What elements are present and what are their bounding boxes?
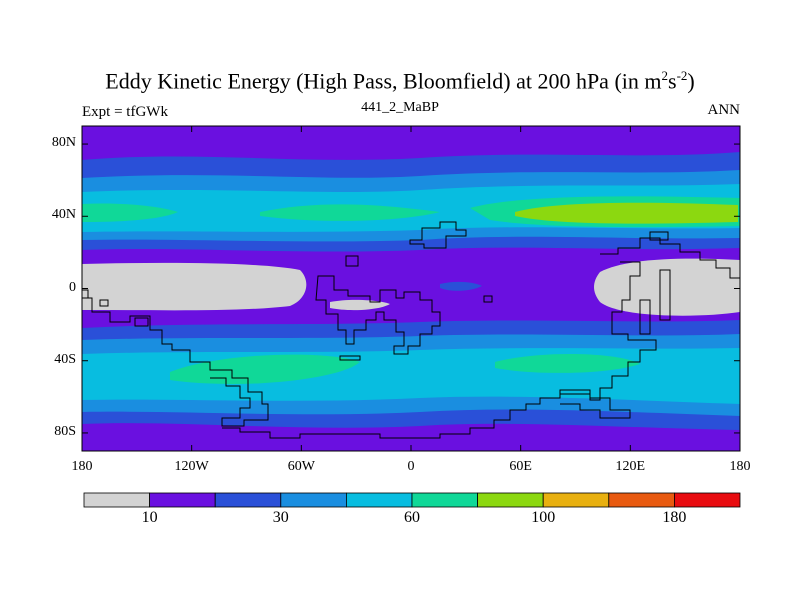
colorbar-swatch — [477, 492, 544, 508]
experiment-label: Expt = tfGWk — [82, 104, 168, 120]
x-tick-label: 60W — [287, 459, 315, 474]
y-tick-label: 80N — [51, 135, 76, 151]
y-tick-label: 40S — [54, 351, 76, 367]
x-tick-label: 180 — [71, 459, 93, 474]
colorbar-label: 60 — [404, 509, 420, 526]
x-tick-label: 120E — [615, 459, 646, 474]
equatorial-low-west — [82, 262, 307, 311]
colorbar-swatch — [214, 492, 282, 508]
colorbar-label: 10 — [141, 509, 158, 526]
y-tick-label: 0 — [69, 279, 76, 295]
equatorial-low-east — [594, 258, 740, 316]
y-tick-label: 40N — [51, 207, 76, 223]
band-south-green-west — [170, 354, 360, 384]
axis-ticks — [81, 126, 741, 451]
x-tick-label: 120W — [174, 459, 209, 474]
colorbar-swatch — [608, 492, 675, 508]
y-tick-label: 80S — [54, 423, 76, 439]
colorbar-label: 100 — [531, 509, 556, 526]
colorbar-swatch — [83, 492, 150, 508]
plot-subtitle: 441_2_MaBP — [361, 100, 439, 115]
colorbar-label: 180 — [662, 509, 687, 526]
season-label: ANN — [707, 102, 741, 118]
colorbar-swatch — [149, 492, 216, 508]
colorbar-label: 30 — [272, 509, 289, 526]
colorbar-swatch — [542, 492, 610, 508]
band-south-green-east — [495, 353, 640, 373]
x-tick-label: 0 — [407, 459, 415, 474]
colorbar-swatch — [280, 492, 347, 508]
colorbar-swatch — [411, 492, 478, 508]
equatorial-blue-patch — [440, 281, 482, 291]
plot-title: Eddy Kinetic Energy (High Pass, Bloomfie… — [105, 68, 695, 94]
x-tick-label: 60E — [509, 459, 532, 474]
band-north-green-central — [260, 204, 440, 221]
coastline-outlines — [82, 221, 740, 439]
map-field — [82, 126, 740, 451]
colorbar — [83, 492, 741, 508]
colorbar-swatch — [674, 492, 741, 508]
colorbar-swatch — [345, 492, 413, 508]
band-north-green-west — [82, 203, 178, 222]
band-north-lime — [515, 202, 738, 224]
x-tick-label: 180 — [729, 459, 751, 474]
